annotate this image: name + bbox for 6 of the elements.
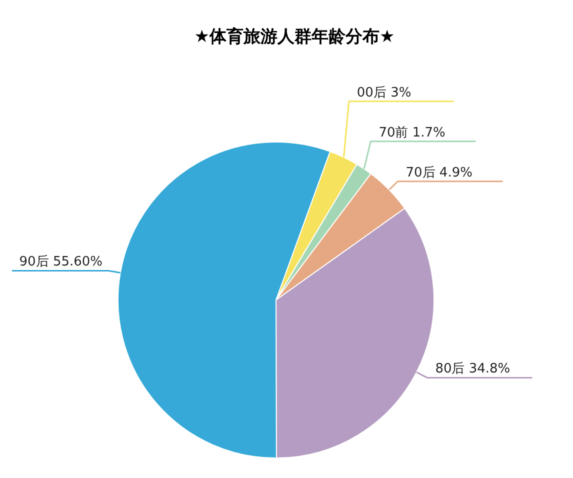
chart-title: ★体育旅游人群年龄分布★ — [194, 26, 395, 47]
slice-label: 90后 55.60% — [19, 254, 103, 270]
slice-label: 70后 4.9% — [406, 165, 472, 180]
slice-label: 80后 34.8% — [435, 362, 510, 377]
slice-label: 00后 3% — [356, 85, 412, 100]
slice-label: 70前 1.7% — [378, 125, 446, 140]
